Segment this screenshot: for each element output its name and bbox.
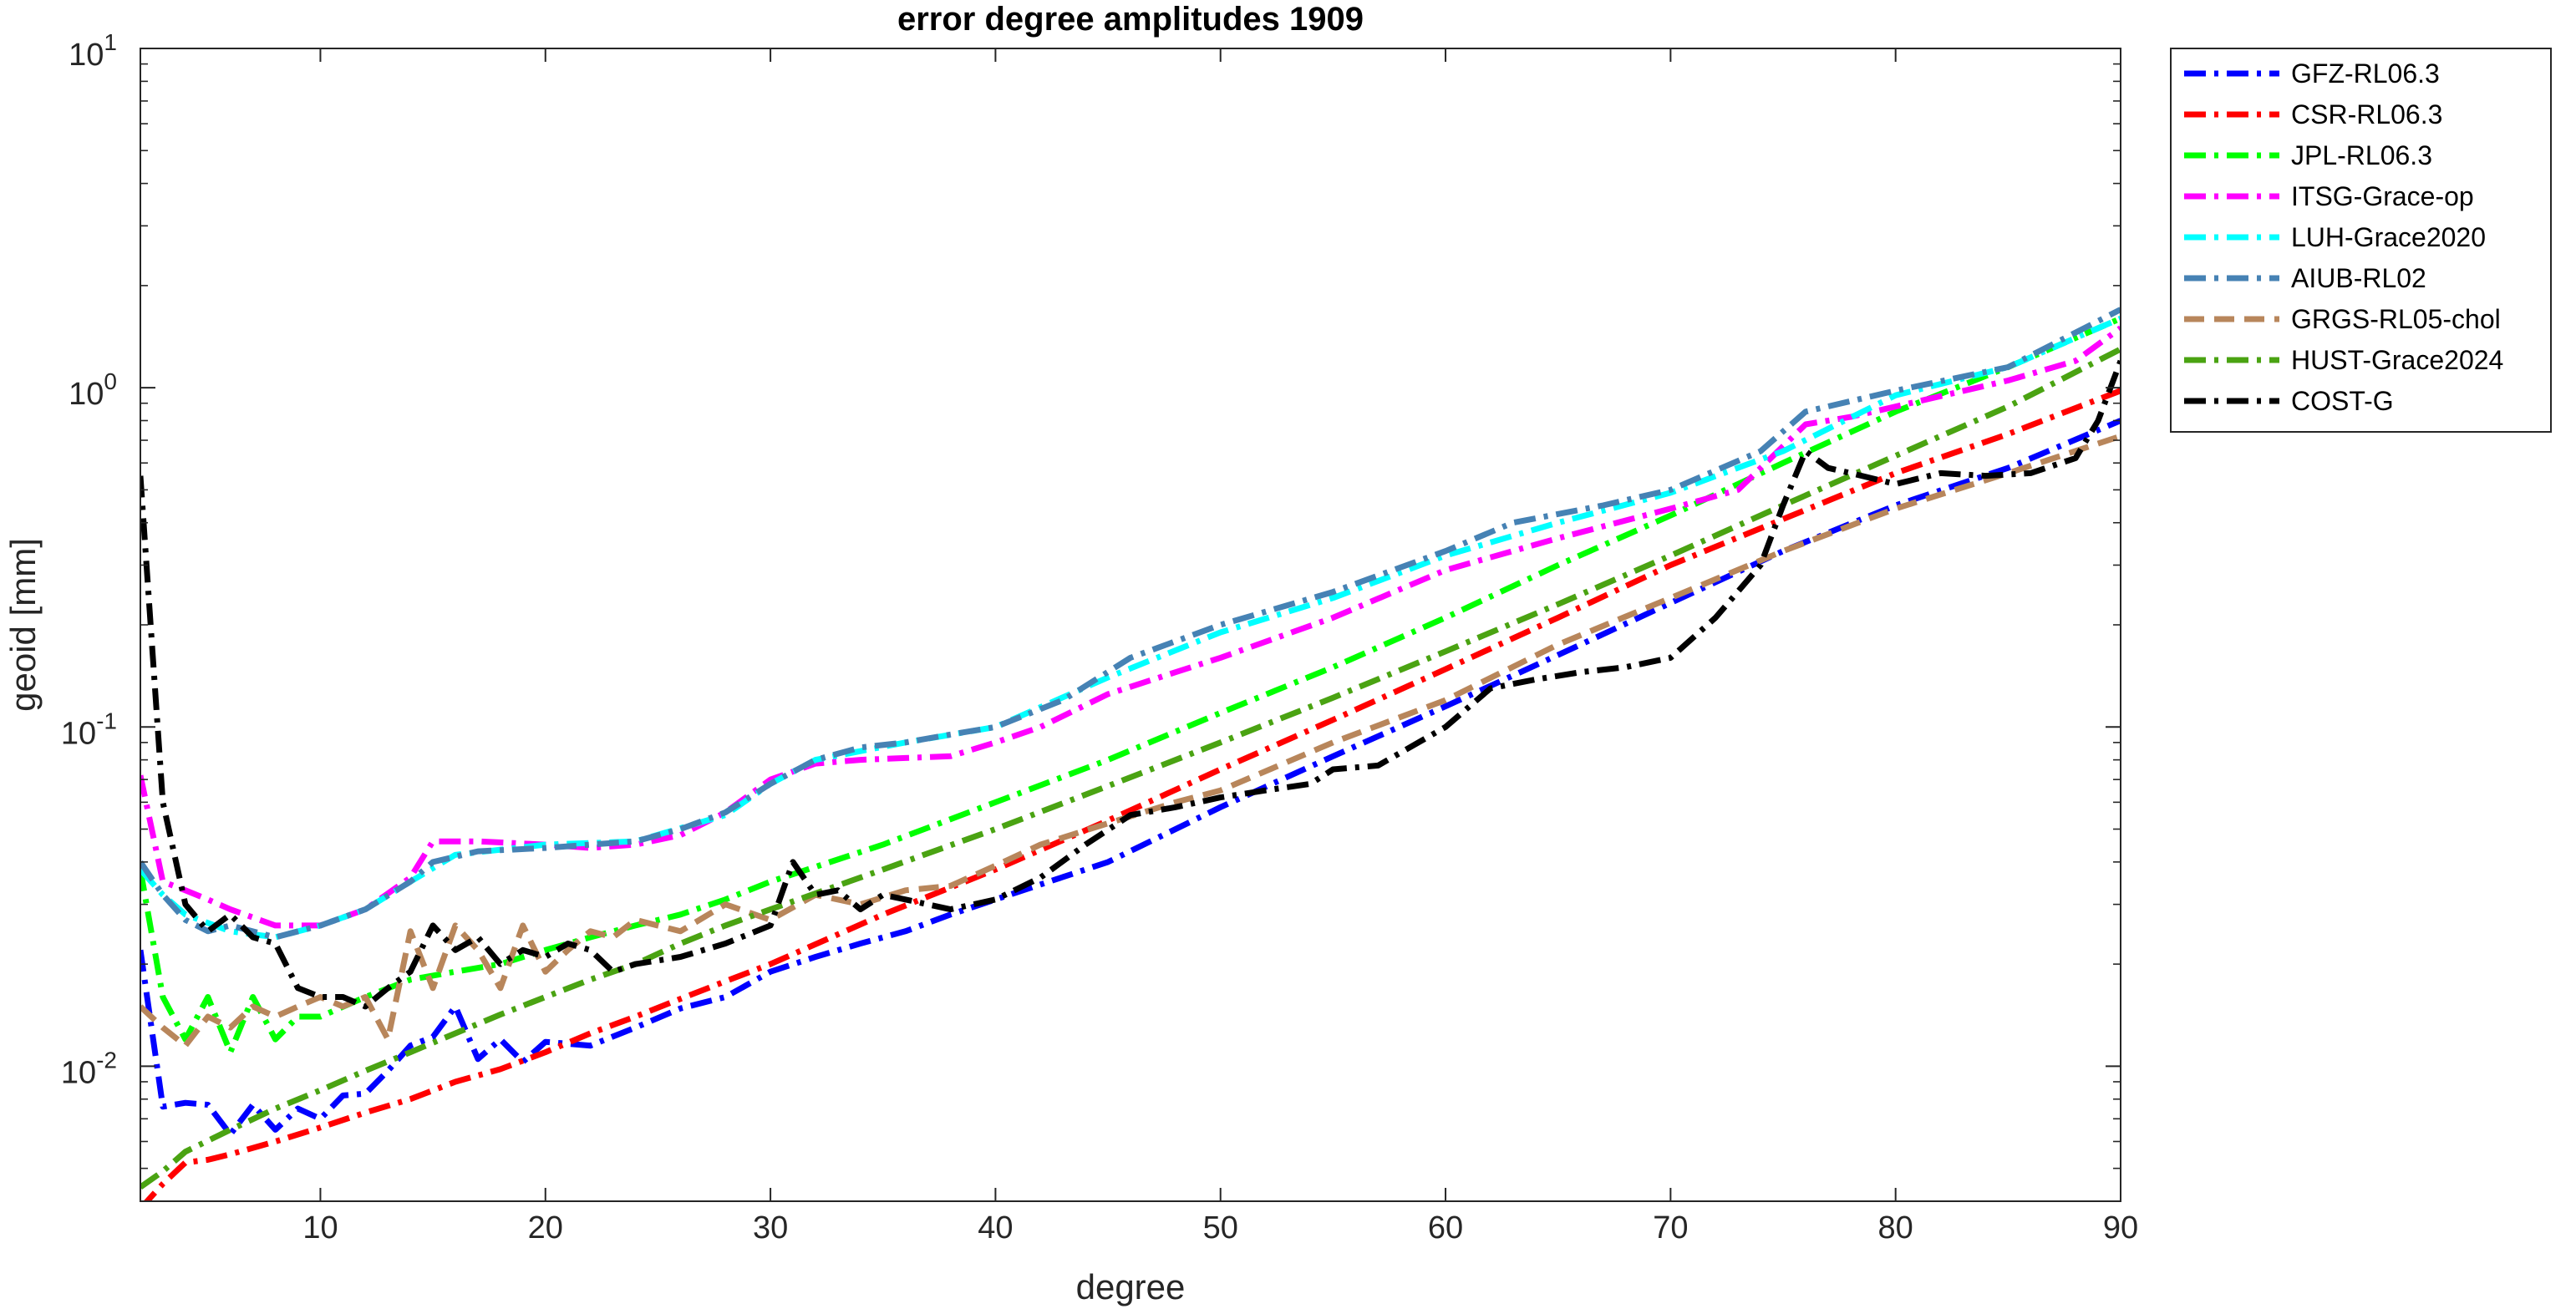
- legend-label: JPL-RL06.3: [2291, 140, 2432, 170]
- x-tick-label: 40: [978, 1210, 1013, 1246]
- legend-label: LUH-Grace2020: [2291, 222, 2486, 252]
- legend-label: AIUB-RL02: [2291, 263, 2426, 293]
- y-tick-label: 10-2: [61, 1047, 117, 1090]
- legend-label: CSR-RL06.3: [2291, 99, 2442, 129]
- axes-layer: 10 20 30 40 50 60 70 80 90 10-2 10-1 100 101: [61, 29, 2138, 1246]
- series-line: [140, 359, 2121, 1010]
- y-axis-label: geoid [mm]: [3, 538, 43, 712]
- legend-label: HUST-Grace2024: [2291, 345, 2503, 375]
- series-line: [143, 388, 2121, 1201]
- x-tick-label: 30: [753, 1210, 788, 1246]
- series-line: [140, 418, 2121, 1138]
- series-line: [140, 315, 2121, 1056]
- x-tick-label: 10: [302, 1210, 338, 1246]
- series-line: [140, 346, 2121, 1190]
- legend-label: GRGS-RL05-chol: [2291, 304, 2501, 334]
- x-tick-label: 70: [1653, 1210, 1688, 1246]
- legend: GFZ-RL06.3 CSR-RL06.3 JPL-RL06.3 ITSG-Grace…: [2170, 48, 2552, 433]
- series-layer: [140, 307, 2121, 1201]
- x-tick-label: 20: [528, 1210, 563, 1246]
- y-tick-label: 10-1: [61, 708, 117, 751]
- x-tick-label: 90: [2103, 1210, 2138, 1246]
- x-axis-label: degree: [1076, 1267, 1186, 1306]
- y-tick-label: 101: [69, 29, 117, 73]
- legend-label: ITSG-Grace-op: [2291, 181, 2474, 211]
- x-tick-label: 50: [1203, 1210, 1238, 1246]
- x-tick-label: 60: [1428, 1210, 1463, 1246]
- legend-label: COST-G: [2291, 386, 2394, 416]
- chart-title: error degree amplitudes 1909: [897, 1, 1364, 38]
- legend-label: GFZ-RL06.3: [2291, 58, 2440, 89]
- y-tick-label: 100: [69, 368, 117, 412]
- x-tick-label: 80: [1878, 1210, 1913, 1246]
